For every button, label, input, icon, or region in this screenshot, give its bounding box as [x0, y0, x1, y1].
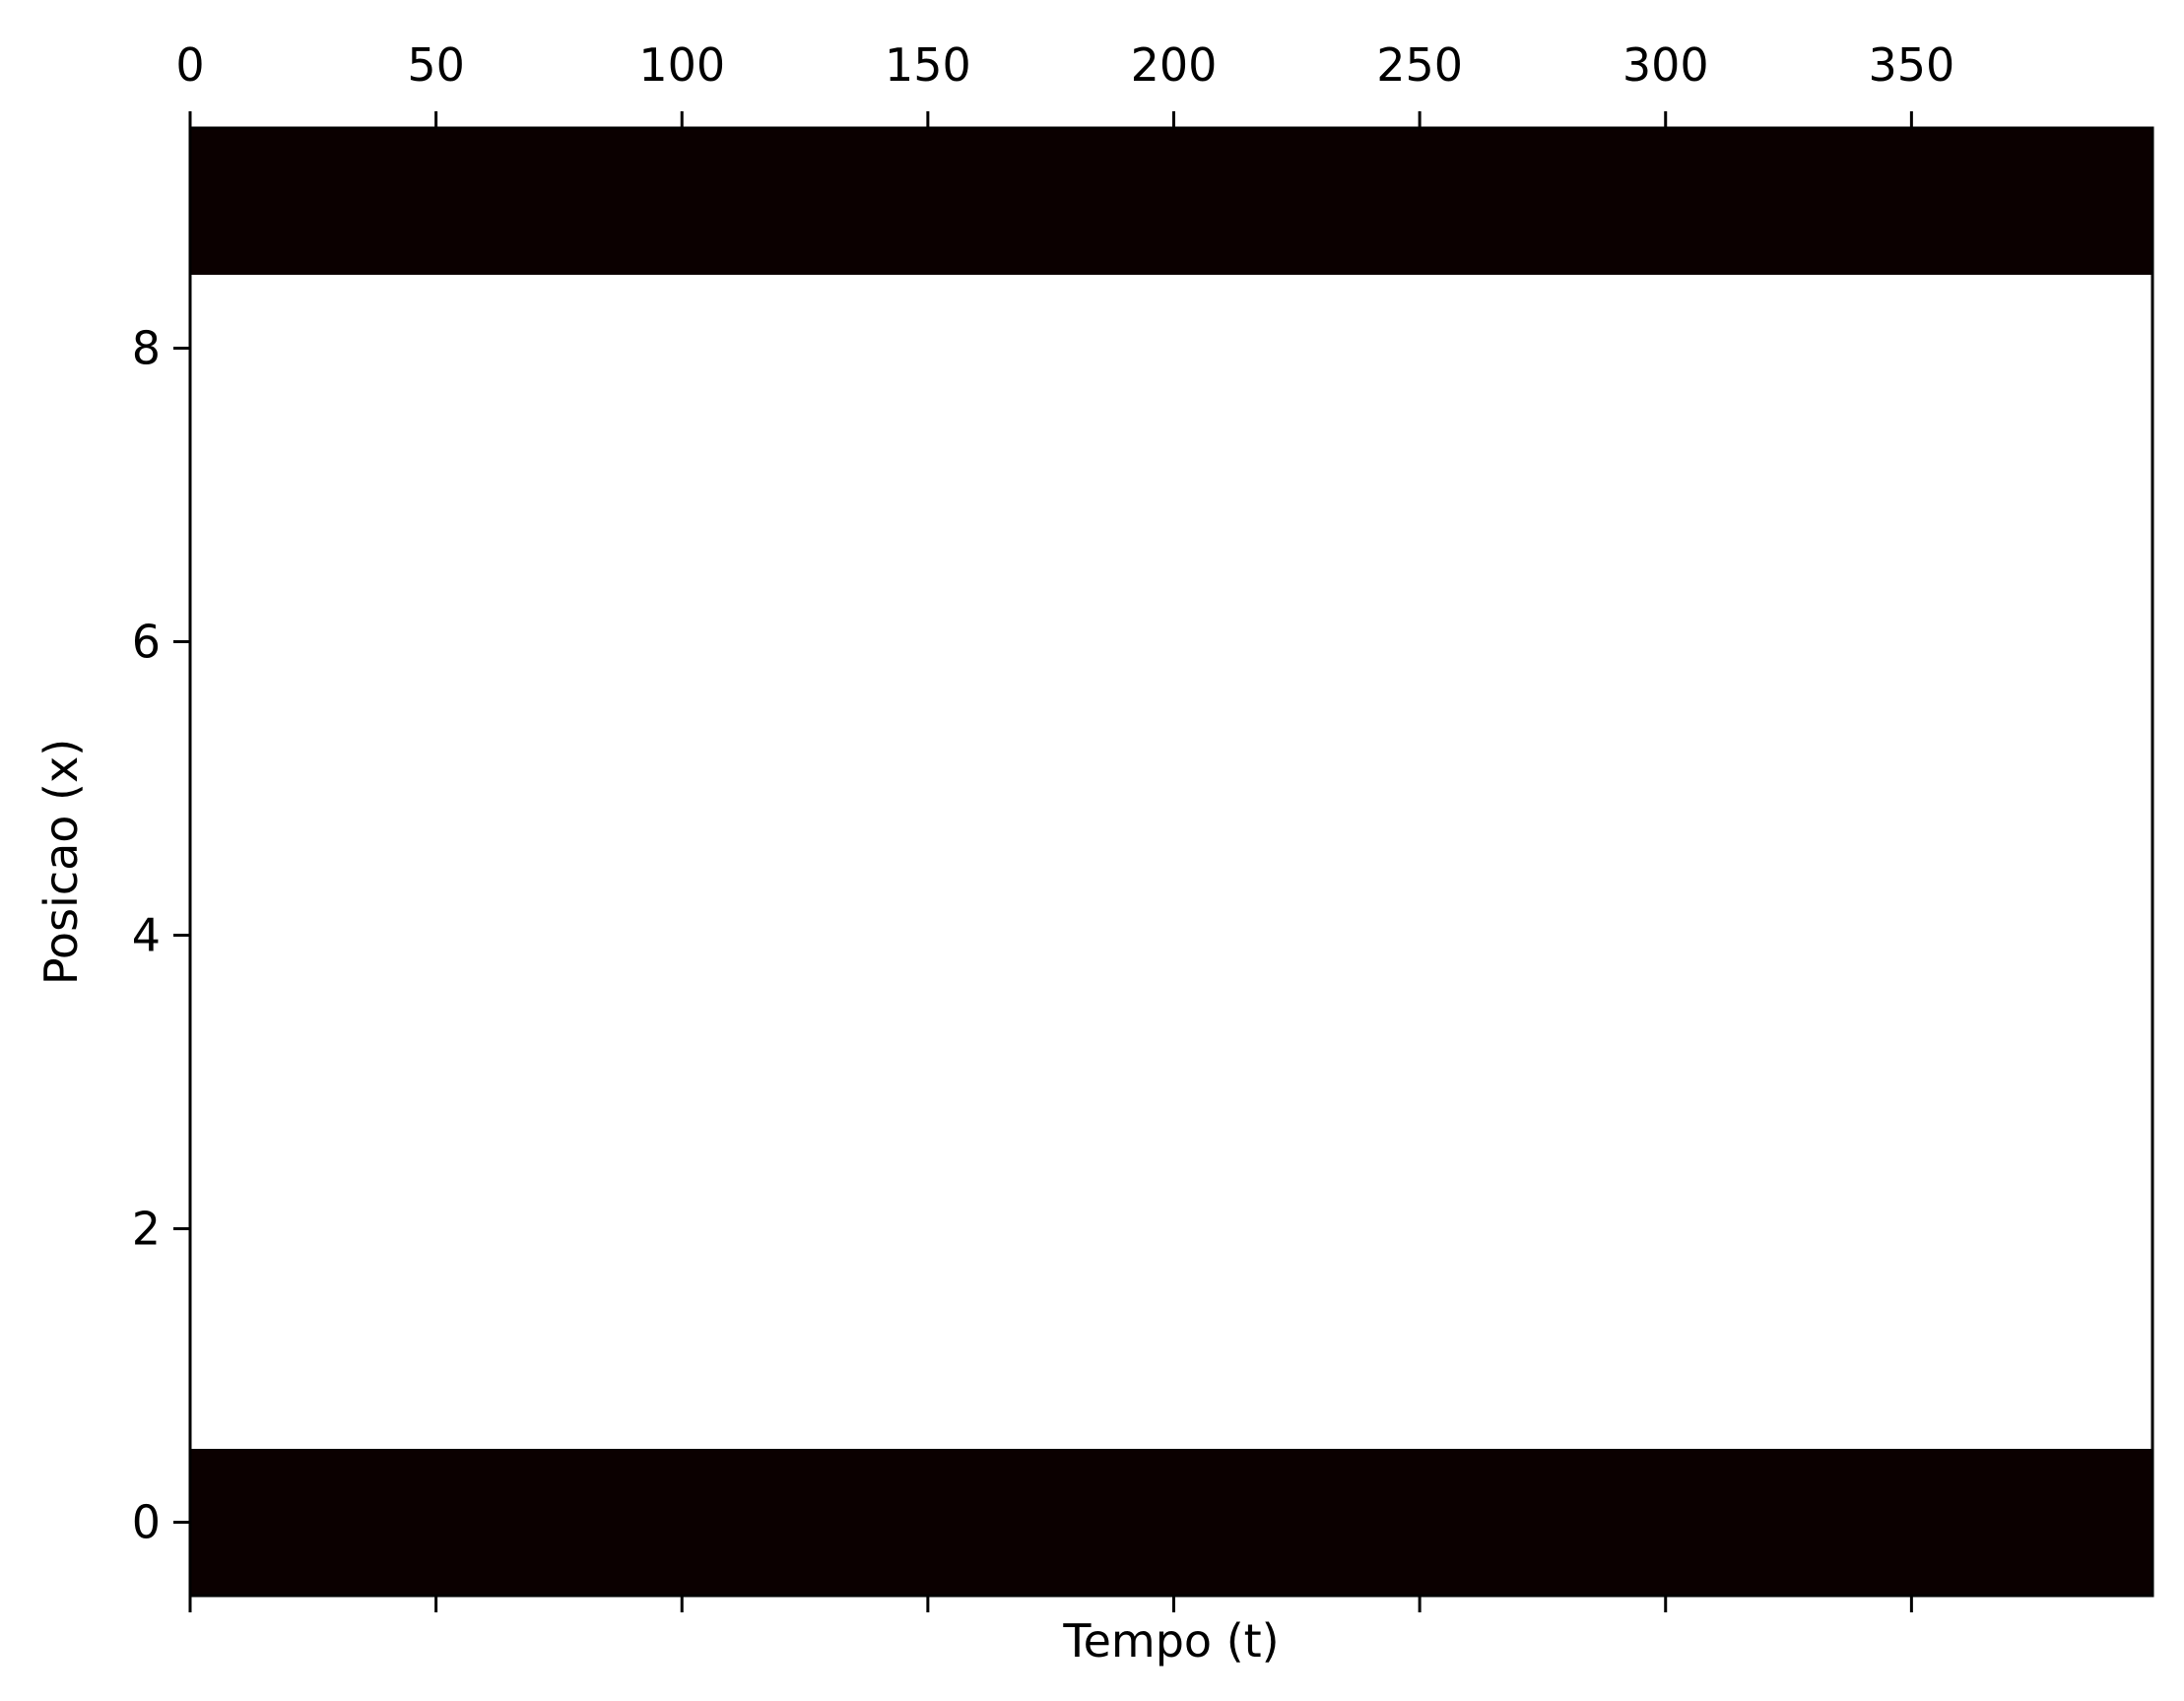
x-tick-label: 50: [407, 38, 465, 92]
x-tick-label: 250: [1376, 38, 1463, 92]
x-tick-label: 300: [1622, 38, 1709, 92]
y-tick-label: 8: [132, 322, 161, 375]
heatmap-row-6: [190, 568, 2152, 715]
heatmap-cells: [190, 128, 2152, 1596]
heatmap-row-9: [190, 128, 2152, 275]
x-tick-label: 350: [1868, 38, 1954, 92]
y-tick-label: 0: [132, 1496, 161, 1549]
x-tick-label: 200: [1131, 38, 1218, 92]
heatmap-row-0: [190, 1449, 2152, 1596]
plot-frame: [188, 126, 2154, 1598]
y-tick-label: 2: [132, 1203, 161, 1256]
heatmap-row-1: [190, 1302, 2152, 1449]
heatmap-row-7: [190, 422, 2152, 568]
y-tick-label: 4: [132, 909, 161, 962]
heatmap-row-8: [190, 275, 2152, 422]
x-tick-label: 0: [175, 38, 204, 92]
axis-ticks: 0 50 100 150 200 250 300 350 0 2 4 6 8: [132, 38, 1954, 1612]
heatmap-row-5: [190, 715, 2152, 862]
x-tick-label: 100: [638, 38, 725, 92]
x-axis-label: Tempo (t): [1062, 1614, 1279, 1668]
heatmap-row-2: [190, 1155, 2152, 1302]
y-tick-label: 6: [132, 616, 161, 669]
heatmap-row-4: [190, 862, 2152, 1009]
y-axis-label: Posicao (x): [34, 739, 88, 985]
heatmap-row-3: [190, 1009, 2152, 1155]
x-tick-label: 150: [885, 38, 971, 92]
